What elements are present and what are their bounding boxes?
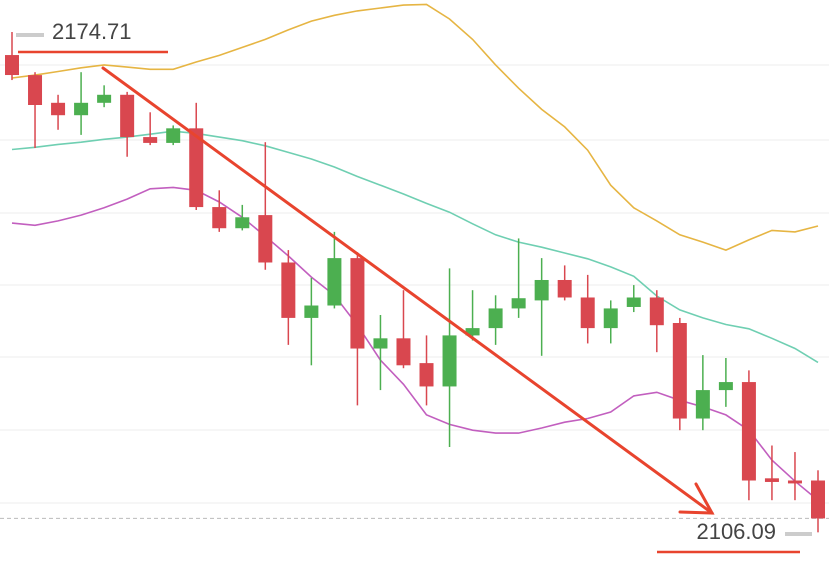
candle-body	[442, 335, 457, 387]
candle-body	[626, 297, 641, 307]
candle-body	[787, 480, 802, 484]
candle-body	[350, 258, 365, 349]
candle-body	[511, 298, 526, 309]
candle-body	[764, 478, 779, 482]
candle-body	[304, 305, 319, 318]
candle-body	[28, 75, 43, 105]
candle-body	[97, 94, 112, 103]
candle-body	[465, 328, 480, 336]
grid	[0, 64, 829, 504]
moving-average	[11, 186, 819, 501]
candle-body	[741, 382, 756, 481]
candle-body	[419, 363, 434, 387]
candle-body	[811, 480, 825, 519]
trend-arrow	[101, 66, 715, 515]
candle-body	[327, 258, 342, 306]
candle-body	[143, 137, 158, 143]
moving-average	[11, 3, 819, 251]
candle-body	[695, 390, 710, 419]
candle-body	[580, 297, 595, 329]
candle-body	[534, 279, 549, 301]
candle-body	[189, 128, 204, 208]
candle-body	[488, 308, 503, 329]
candle-body	[396, 338, 411, 366]
candle-body	[166, 128, 181, 143]
high-label: 2174.71	[52, 19, 132, 44]
candle-body	[74, 102, 89, 116]
candle-body	[718, 382, 733, 391]
low-label: 2106.09	[696, 519, 776, 544]
plot	[0, 3, 829, 533]
high-marker: 2174.71	[16, 19, 168, 54]
candle-body	[212, 207, 227, 229]
candle-body	[5, 55, 19, 76]
candle-body	[603, 308, 618, 329]
candle-body	[281, 262, 296, 318]
candle-body	[672, 323, 687, 419]
moving-average	[11, 130, 819, 364]
candle-body	[235, 217, 250, 229]
candle-body	[557, 279, 572, 298]
candle-body	[120, 94, 135, 138]
candle-body	[51, 102, 66, 116]
candle-body	[649, 297, 664, 326]
candle-body	[373, 338, 388, 349]
candle-body	[258, 215, 273, 263]
low-marker: 2106.09	[657, 519, 812, 554]
